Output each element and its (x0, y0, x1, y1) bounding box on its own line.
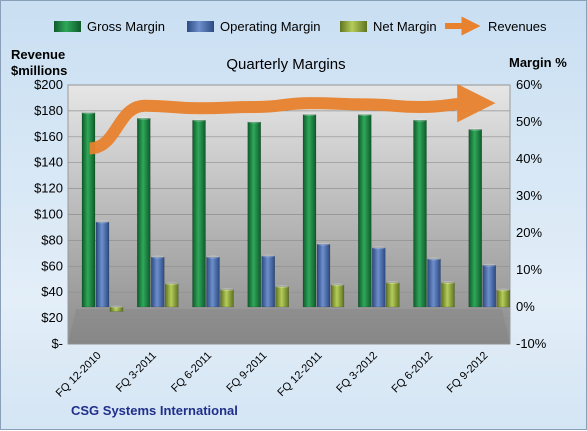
legend-label-operating: Operating Margin (220, 19, 320, 34)
bar-net-margin-cap (165, 282, 178, 285)
bar-gross-margin-cap (469, 128, 482, 131)
x-tick-label: FQ 9-2011 (224, 350, 269, 395)
bar-operating-margin (483, 265, 496, 307)
y-left-title-line1: Revenue (11, 47, 65, 62)
y-left-title-line2: $millions (11, 63, 67, 78)
plot-floor (68, 309, 510, 344)
legend: Gross Margin Operating Margin Net Margin… (54, 19, 547, 34)
bar-gross-margin (303, 115, 316, 307)
bar-operating-margin-cap (317, 243, 330, 246)
y-left-tick-label: $140 (34, 155, 63, 170)
bar-operating-margin-cap (428, 257, 441, 260)
bar-net-margin-cap (331, 283, 344, 286)
bar-operating-margin-cap (207, 256, 220, 259)
chart-title: Quarterly Margins (226, 56, 345, 73)
bar-operating-margin-cap (151, 256, 164, 259)
legend-label-revenues: Revenues (488, 19, 547, 34)
y-right-tick-label: 20% (516, 225, 542, 240)
legend-swatch-gross (54, 21, 81, 32)
y-left-tick-label: $100 (34, 207, 63, 222)
bar-net-margin-cap (110, 306, 123, 309)
y-left-tick-label: $80 (41, 232, 63, 247)
y-left-tick-label: $160 (34, 129, 63, 144)
bar-gross-margin (469, 129, 482, 307)
y-right-title: Margin % (509, 55, 567, 70)
y-right-tick-label: 40% (516, 151, 542, 166)
y-right-tick-label: -10% (516, 336, 547, 351)
bar-net-margin (497, 290, 510, 307)
bar-net-margin-cap (497, 288, 510, 291)
bar-net-margin (276, 287, 289, 307)
bar-gross-margin-cap (414, 119, 427, 122)
y-left-tick-label: $40 (41, 284, 63, 299)
bar-gross-margin (82, 113, 95, 307)
bar-gross-margin-cap (303, 113, 316, 116)
bar-net-margin-cap (276, 285, 289, 288)
legend-label-gross: Gross Margin (87, 19, 165, 34)
bar-gross-margin (248, 122, 261, 307)
bar-operating-margin-cap (372, 246, 385, 249)
bar-operating-margin-cap (96, 220, 109, 223)
bar-net-margin-cap (386, 281, 399, 284)
bar-operating-margin (207, 257, 220, 307)
y-left-tick-label: $180 (34, 103, 63, 118)
bar-operating-margin (96, 222, 109, 307)
legend-swatch-operating (187, 21, 214, 32)
x-tick-label: FQ 3-2011 (114, 350, 159, 395)
y-right-tick-label: 10% (516, 262, 542, 277)
bar-operating-margin (262, 256, 275, 307)
y-left-axis: $- $20 $40 $60 $80 $100 $120 $140 $160 $180 $200 (34, 77, 63, 351)
bar-gross-margin-cap (82, 111, 95, 114)
bar-net-margin (331, 285, 344, 307)
bar-net-margin (386, 283, 399, 307)
bar-operating-margin (317, 244, 330, 307)
y-right-tick-label: 50% (516, 114, 542, 129)
bar-gross-margin (137, 118, 150, 307)
bar-net-margin-cap (442, 281, 455, 284)
x-tick-label: FQ 12-2011 (275, 350, 324, 399)
bar-net-margin (221, 290, 234, 307)
company-name: CSG Systems International (71, 403, 238, 418)
bar-operating-margin (151, 257, 164, 307)
y-left-tick-label: $- (51, 336, 63, 351)
bar-gross-margin-cap (358, 113, 371, 116)
bar-operating-margin (372, 248, 385, 307)
bar-gross-margin (193, 120, 206, 307)
bar-operating-margin (428, 259, 441, 307)
y-left-tick-label: $120 (34, 181, 63, 196)
y-left-tick-label: $60 (41, 258, 63, 273)
y-left-tick-label: $20 (41, 310, 63, 325)
x-tick-label: FQ 12-2010 (54, 350, 104, 400)
y-left-tick-label: $200 (34, 77, 63, 92)
x-tick-label: FQ 9-2012 (445, 350, 491, 396)
x-tick-label: FQ 6-2012 (390, 350, 436, 396)
y-right-axis: -10% 0% 10% 20% 30% 40% 50% 60% (516, 77, 547, 351)
legend-swatch-net (340, 21, 367, 32)
bar-net-margin-cap (221, 288, 234, 291)
legend-label-net: Net Margin (373, 19, 437, 34)
bar-gross-margin-cap (248, 121, 261, 124)
y-right-tick-label: 0% (516, 299, 535, 314)
x-tick-label: FQ 6-2011 (169, 350, 214, 395)
bar-gross-margin-cap (137, 117, 150, 120)
y-right-tick-label: 60% (516, 77, 542, 92)
bar-gross-margin (414, 120, 427, 307)
bar-gross-margin (358, 115, 371, 307)
bar-net-margin (442, 283, 455, 307)
bar-gross-margin-cap (193, 119, 206, 122)
bar-operating-margin-cap (483, 264, 496, 267)
x-tick-label: FQ 3-2012 (334, 350, 380, 396)
y-right-tick-label: 30% (516, 188, 542, 203)
bar-operating-margin-cap (262, 254, 275, 257)
bar-net-margin (165, 284, 178, 307)
